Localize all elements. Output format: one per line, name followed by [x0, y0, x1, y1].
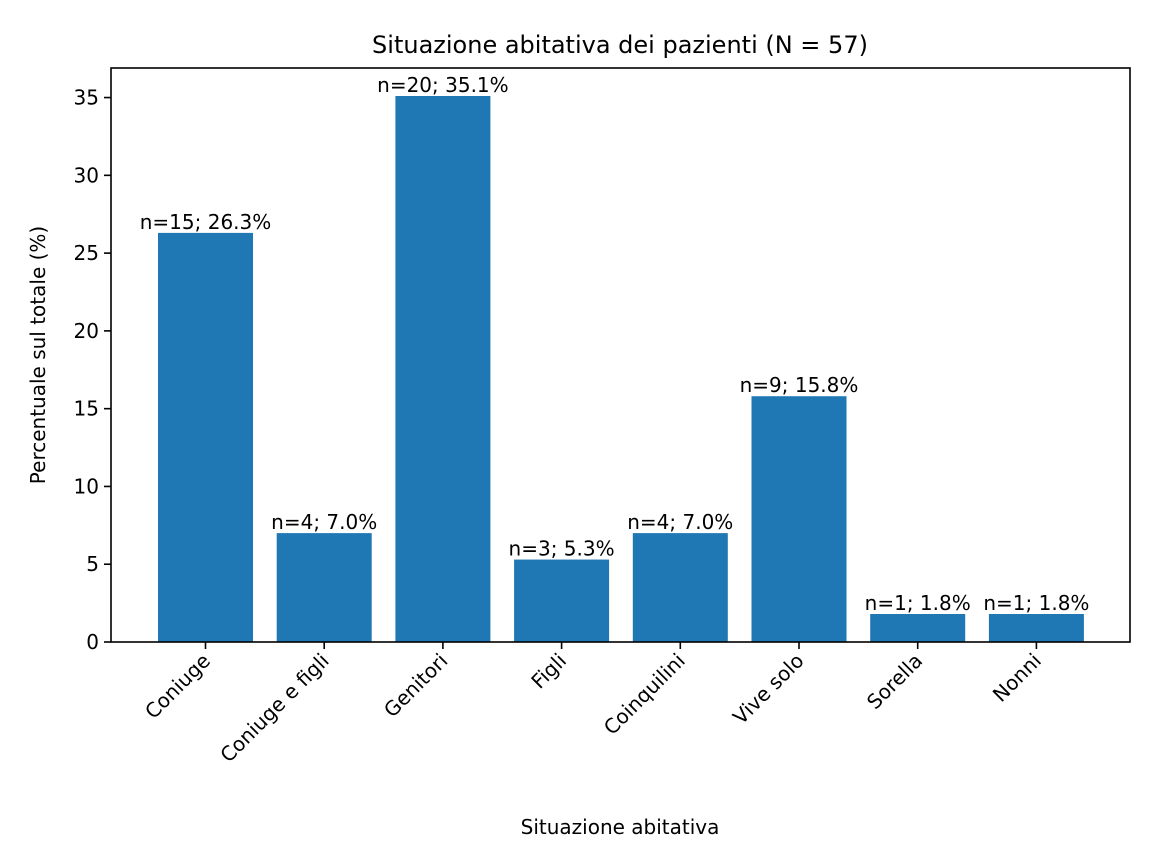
y-axis-label: Percentuale sul totale (%): [26, 226, 50, 484]
plot-area-frame: [110, 67, 1131, 643]
x-tick-label: Coinquilini: [599, 649, 690, 740]
x-tick-label: Figli: [526, 649, 571, 694]
bar-1: [276, 533, 372, 642]
bar-6: [870, 614, 966, 642]
bar-data-label: n=3; 5.3%: [509, 537, 615, 561]
x-tick-label: Coniuge e figli: [215, 649, 333, 767]
bar-data-label: n=4; 7.0%: [271, 510, 377, 534]
bar-7: [988, 614, 1084, 642]
bars-group: [158, 96, 1084, 642]
bar-data-label: n=9; 15.8%: [740, 373, 859, 397]
bar-3: [514, 559, 610, 642]
y-tick-label: 20: [74, 319, 99, 343]
y-tick-label: 5: [86, 552, 99, 576]
x-tick-label: Coniuge: [140, 649, 215, 724]
y-axis: 0 5 10 15 20 25 30 35: [74, 86, 111, 654]
x-tick-label: Genitori: [379, 649, 452, 722]
bar-5: [751, 396, 847, 642]
x-tick-label: Sorella: [862, 649, 927, 714]
bar-data-label: n=4; 7.0%: [627, 510, 733, 534]
y-tick-label: 0: [86, 630, 99, 654]
x-axis-label: Situazione abitativa: [521, 815, 720, 839]
y-tick-label: 25: [74, 241, 99, 265]
x-tick-label: Vive solo: [728, 649, 808, 729]
bar-0: [158, 232, 253, 642]
chart-title: Situazione abitativa dei pazienti (N = 5…: [372, 31, 868, 59]
bar-data-label: n=20; 35.1%: [377, 73, 509, 97]
x-axis: Coniuge Coniuge e figli Genitori Figli Coinq…: [140, 642, 1046, 767]
bar-4: [632, 533, 728, 642]
bar-data-label: n=1; 1.8%: [865, 591, 971, 615]
bar-data-label: n=15; 26.3%: [140, 210, 272, 234]
x-tick-label: Nonni: [988, 649, 1046, 707]
y-tick-label: 10: [74, 474, 99, 498]
bar-data-label: n=1; 1.8%: [983, 591, 1089, 615]
y-tick-label: 15: [74, 397, 99, 421]
bar-labels-group: n=15; 26.3% n=4; 7.0% n=20; 35.1% n=3; 5.3%…: [140, 73, 1090, 615]
y-tick-label: 30: [74, 163, 99, 187]
y-tick-label: 35: [74, 86, 99, 110]
bar-2: [395, 96, 491, 642]
